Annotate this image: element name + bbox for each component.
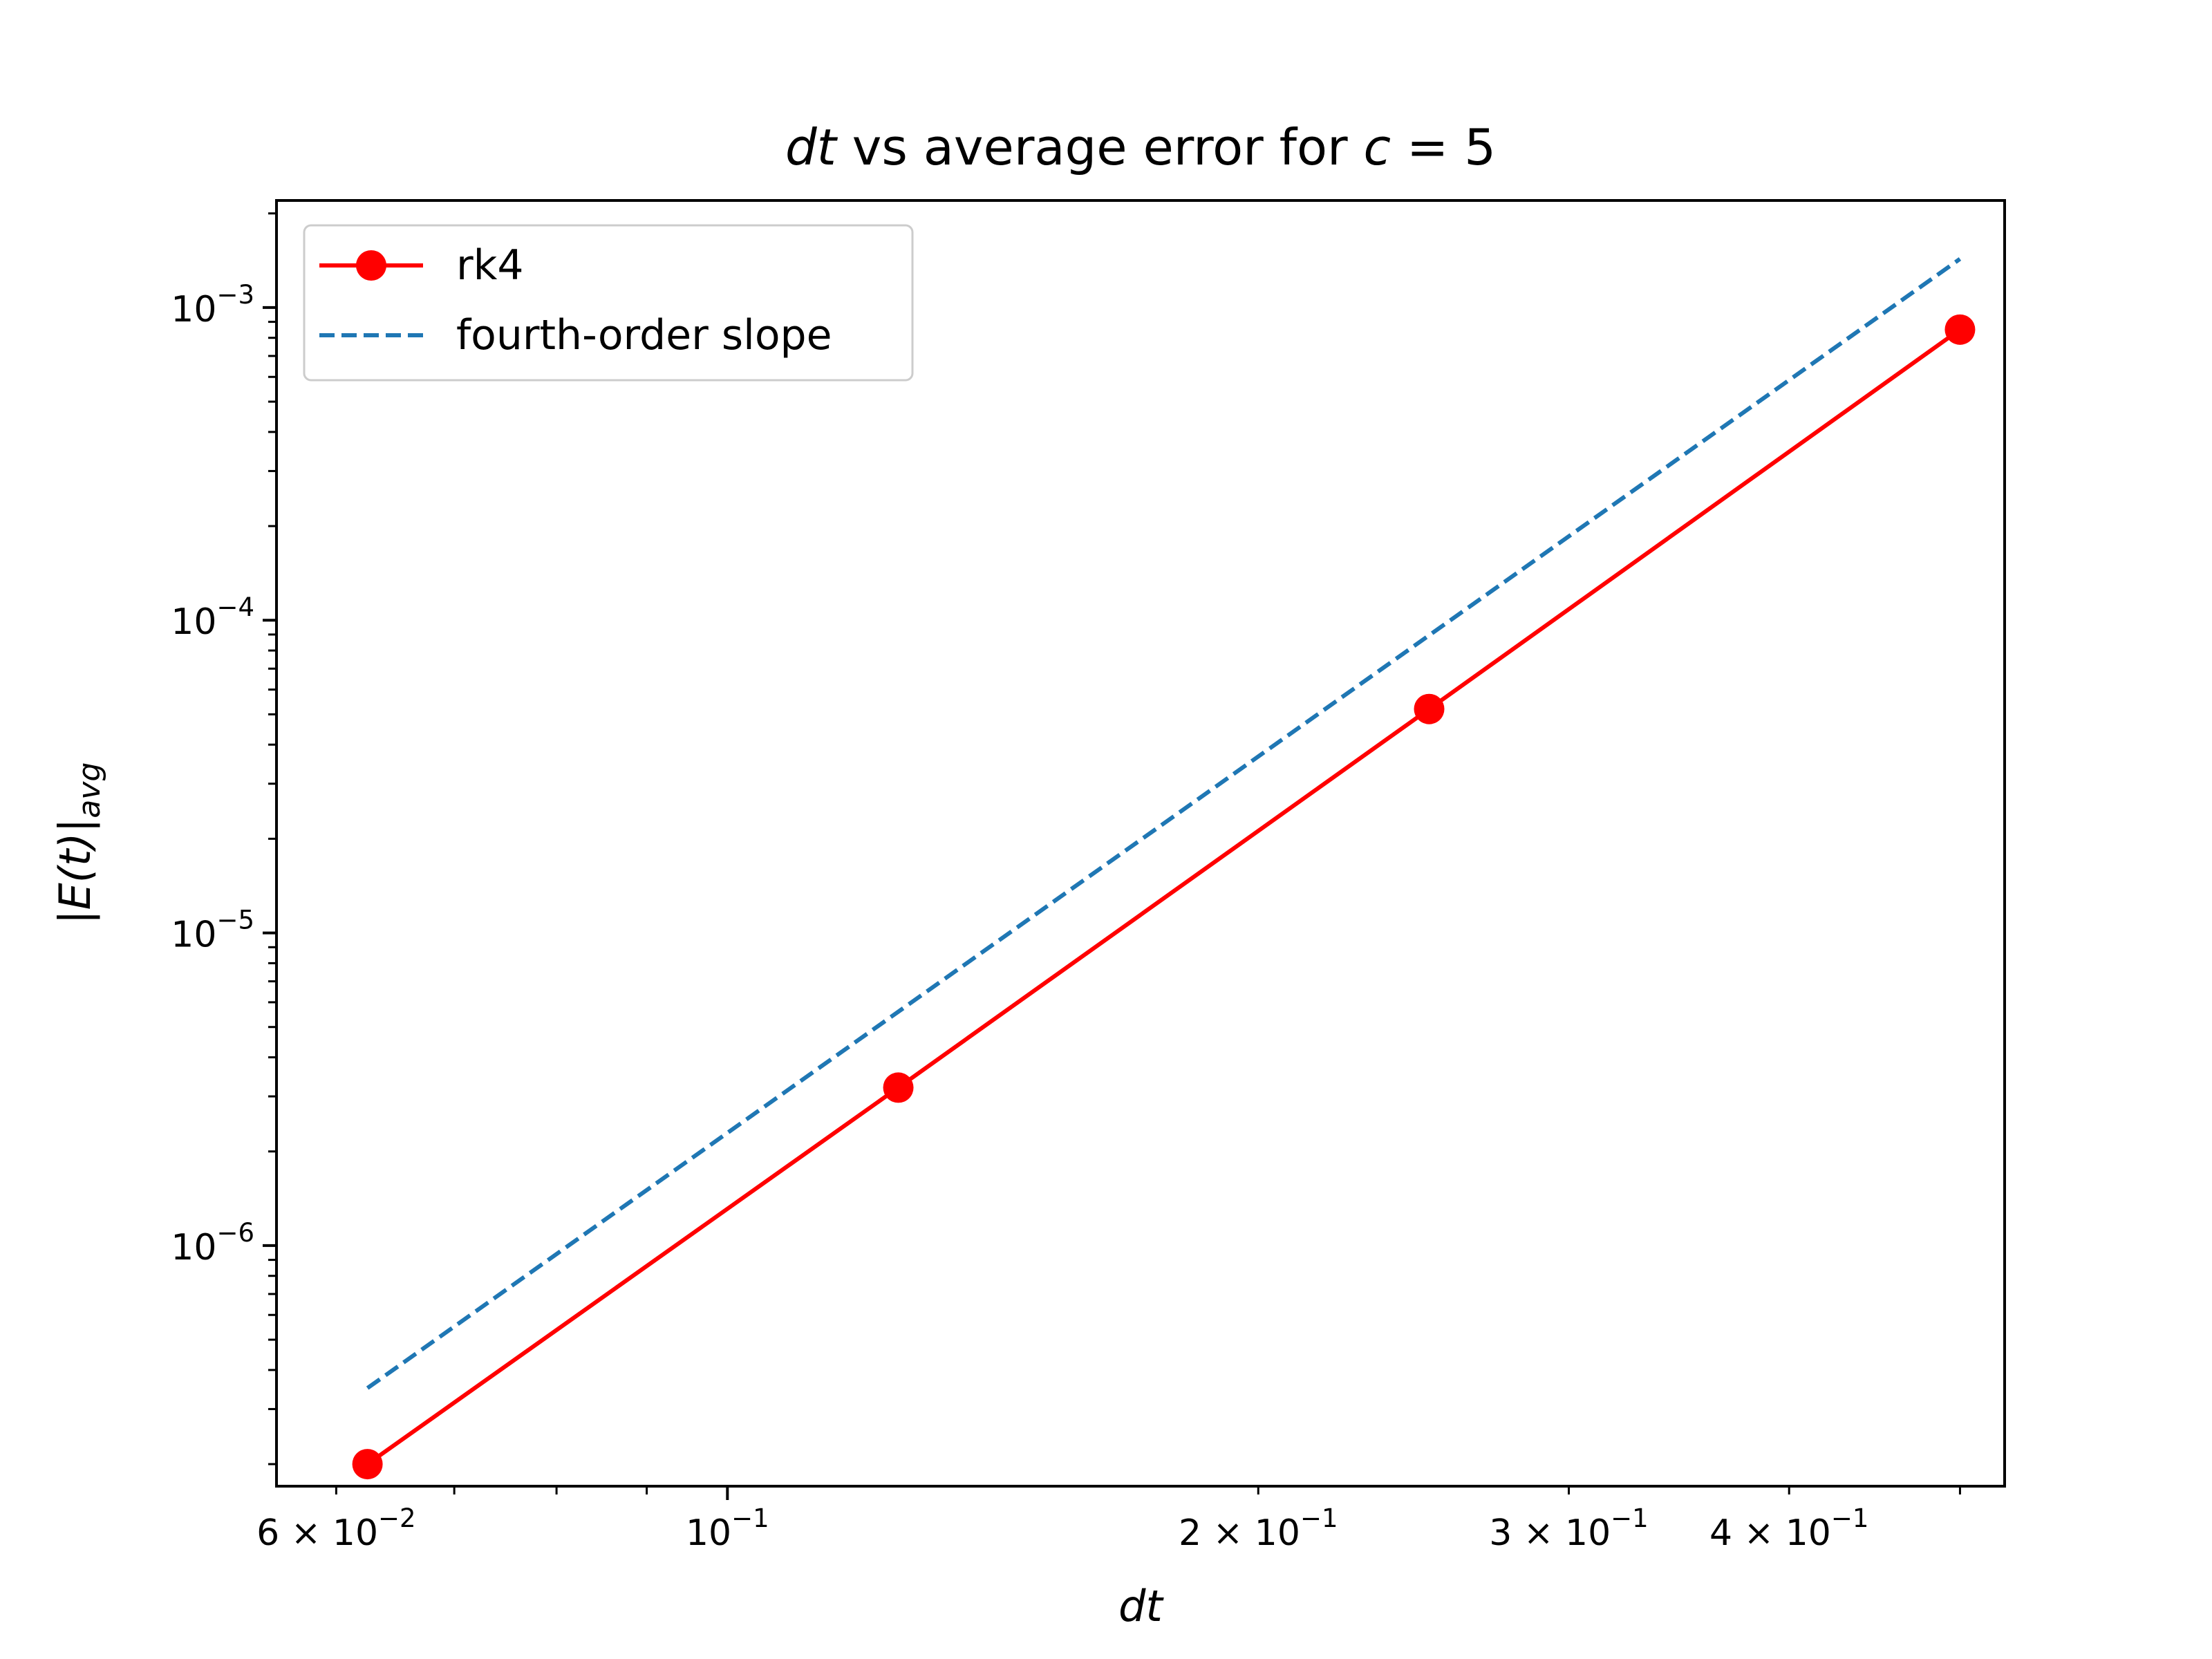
y-axis-label-sub: avg [72, 762, 107, 818]
x-tick-label: 3 × 10−1 [1489, 1503, 1648, 1554]
x-tick-label: 10−1 [686, 1503, 769, 1554]
y-tick-label: 10−5 [171, 906, 254, 956]
x-tick-label: 4 × 10−1 [1709, 1503, 1868, 1554]
legend-rk4-marker [356, 250, 386, 281]
y-tick-label: 10−4 [171, 592, 254, 643]
tick-layer: 10−1 6 × 10−2 2 × 10−1 3 × 10−1 4 × 10−1 10−6… [171, 212, 1961, 1554]
title-variable: c [1364, 118, 1391, 176]
rk4-point [883, 1072, 914, 1103]
series-layer [352, 257, 1976, 1480]
title-equation: = 5 [1391, 118, 1496, 176]
y-axis-label: |E(t)|avg [50, 762, 107, 925]
legend: rk4 fourth-order slope [303, 224, 914, 382]
fourth-order-slope-line [366, 257, 1962, 1390]
rk4-point [1944, 314, 1976, 345]
y-axis-label-main: |E(t)| [50, 818, 101, 925]
y-tick-label: 10−6 [171, 1218, 254, 1268]
title-italic-part: dt [785, 118, 838, 176]
x-axis-label: dt [1118, 1581, 1164, 1631]
axes-frame [275, 199, 2006, 1488]
x-tick-label: 2 × 10−1 [1179, 1503, 1338, 1554]
rk4-point [1414, 693, 1445, 724]
rk4-point [352, 1449, 383, 1480]
y-tick-label: 10−3 [171, 280, 254, 330]
rk4-line [366, 328, 1962, 1466]
legend-rk4-label: rk4 [456, 241, 524, 290]
x-tick-label: 6 × 10−2 [256, 1503, 415, 1554]
legend-box [303, 224, 914, 382]
title-text-part: vs average error for [836, 118, 1364, 176]
legend-slope-label: fourth-order slope [456, 311, 832, 359]
chart-title: dt vs average error for c = 5 [785, 118, 1496, 176]
